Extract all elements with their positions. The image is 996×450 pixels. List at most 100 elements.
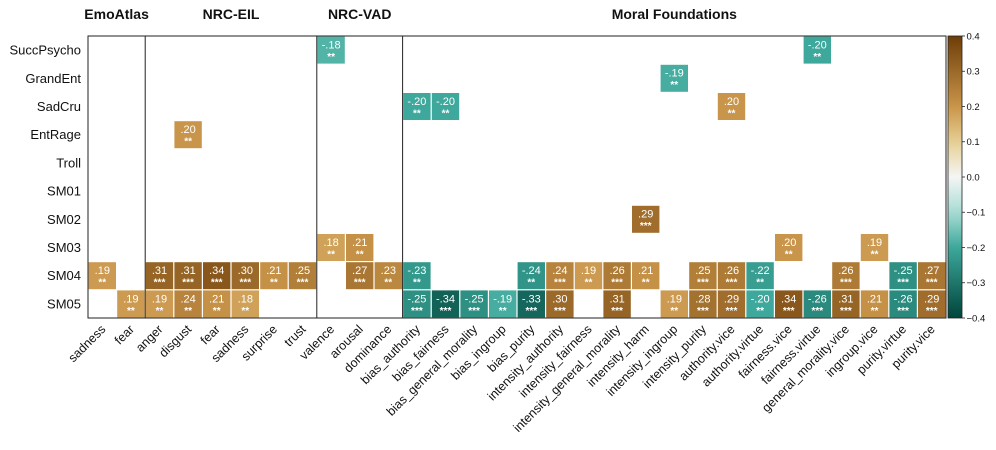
cell-value-label: .23 <box>381 265 396 277</box>
heatmap-cell <box>918 290 946 318</box>
cell-significance-label: *** <box>897 278 909 289</box>
colorbar-tick-label: 0.1 <box>967 137 980 148</box>
heatmap-cell <box>574 262 603 290</box>
heatmap-cell <box>260 262 288 290</box>
cell-significance-label: ** <box>871 249 879 260</box>
cell-significance-label: *** <box>611 306 623 317</box>
colorbar-tick-label: −0.1 <box>967 208 986 219</box>
cell-value-label: .19 <box>152 293 167 305</box>
row-label: SM03 <box>47 240 81 255</box>
cell-significance-label: ** <box>756 306 764 317</box>
heatmap-cell <box>717 290 746 318</box>
cell-significance-label: *** <box>783 306 795 317</box>
heatmap-cell <box>803 290 831 318</box>
heatmap-cell <box>288 262 317 290</box>
heatmap-cell <box>117 290 145 318</box>
cell-significance-label: ** <box>871 306 879 317</box>
heatmap-cell <box>803 36 831 64</box>
heatmap-cell <box>346 262 374 290</box>
cell-significance-label: *** <box>354 278 366 289</box>
cell-significance-label: *** <box>640 221 652 232</box>
row-label: EntRage <box>30 127 81 142</box>
cell-value-label: -.22 <box>751 265 770 277</box>
heatmap-cell <box>632 205 660 233</box>
heatmap-cell <box>746 262 774 290</box>
row-label: GrandEnt <box>25 71 81 86</box>
group-header: Moral Foundations <box>612 6 737 22</box>
cell-value-label: .19 <box>581 265 596 277</box>
cell-significance-label: ** <box>642 278 650 289</box>
cell-significance-label: *** <box>525 306 537 317</box>
cell-significance-label: ** <box>98 278 106 289</box>
colorbar-tick-label: −0.3 <box>967 278 986 289</box>
cell-significance-label: ** <box>184 137 192 148</box>
cell-value-label: -.23 <box>407 265 426 277</box>
cell-value-label: .18 <box>238 293 253 305</box>
heatmap-cell <box>374 262 402 290</box>
heatmap-cell <box>145 262 174 290</box>
group-header: NRC-EIL <box>203 6 260 22</box>
heatmap-cell <box>889 262 917 290</box>
cell-value-label: .20 <box>724 96 739 108</box>
cell-significance-label: ** <box>813 52 821 63</box>
cell-value-label: .25 <box>695 265 710 277</box>
cell-significance-label: ** <box>756 278 764 289</box>
cell-value-label: .34 <box>209 265 224 277</box>
cell-value-label: .31 <box>180 265 195 277</box>
cell-value-label: .20 <box>180 124 195 136</box>
cell-significance-label: ** <box>670 306 678 317</box>
cell-significance-label: *** <box>726 306 738 317</box>
cell-significance-label: *** <box>468 306 480 317</box>
colorbar-tick-label: 0.0 <box>967 172 980 183</box>
cell-value-label: -.18 <box>322 40 341 52</box>
heatmap-cell <box>346 234 374 261</box>
cell-significance-label: ** <box>213 306 221 317</box>
cell-value-label: .26 <box>838 265 853 277</box>
cell-value-label: -.19 <box>493 293 512 305</box>
row-label: SM02 <box>47 212 81 227</box>
cell-value-label: .31 <box>152 265 167 277</box>
cell-value-label: .29 <box>638 209 653 221</box>
heatmap-cell <box>231 290 259 318</box>
cell-significance-label: ** <box>327 52 335 63</box>
heatmap-cell <box>603 290 631 318</box>
cell-significance-label: *** <box>840 278 852 289</box>
cell-significance-label: *** <box>554 306 566 317</box>
heatmap-cell <box>403 290 431 318</box>
cell-value-label: .27 <box>924 265 939 277</box>
cell-significance-label: ** <box>270 278 278 289</box>
cell-significance-label: ** <box>585 278 593 289</box>
heatmap-cell <box>145 290 174 318</box>
cell-significance-label: ** <box>184 306 192 317</box>
cell-significance-label: ** <box>442 108 450 119</box>
colorbar-tick-label: 0.2 <box>967 102 980 113</box>
heatmap-cell <box>317 36 345 64</box>
heatmap-cell <box>174 121 202 149</box>
cell-significance-label: ** <box>241 306 249 317</box>
heatmap-cell <box>203 262 231 290</box>
cell-significance-label: *** <box>697 278 709 289</box>
cell-significance-label: *** <box>297 278 309 289</box>
cell-significance-label: *** <box>811 306 823 317</box>
group-header: EmoAtlas <box>84 6 149 22</box>
cell-value-label: .29 <box>924 293 939 305</box>
cell-value-label: -.26 <box>894 293 913 305</box>
row-label: SM01 <box>47 184 81 199</box>
cell-value-label: .19 <box>667 293 682 305</box>
cell-value-label: .24 <box>552 265 567 277</box>
colorbar <box>947 35 963 319</box>
cell-significance-label: *** <box>554 278 566 289</box>
cell-value-label: -.25 <box>407 293 426 305</box>
cell-value-label: .26 <box>724 265 739 277</box>
row-label: SuccPsycho <box>9 43 81 58</box>
heatmap-cell <box>174 262 202 290</box>
cell-significance-label: ** <box>728 108 736 119</box>
cell-significance-label: *** <box>182 278 194 289</box>
cell-value-label: .19 <box>123 293 138 305</box>
colorbar-tick-label: −0.4 <box>967 313 986 324</box>
heatmap-cell <box>460 290 488 318</box>
cell-significance-label: *** <box>840 306 852 317</box>
cell-significance-label: *** <box>611 278 623 289</box>
column-label: sadness <box>66 322 109 365</box>
heatmap-cell <box>860 234 889 261</box>
